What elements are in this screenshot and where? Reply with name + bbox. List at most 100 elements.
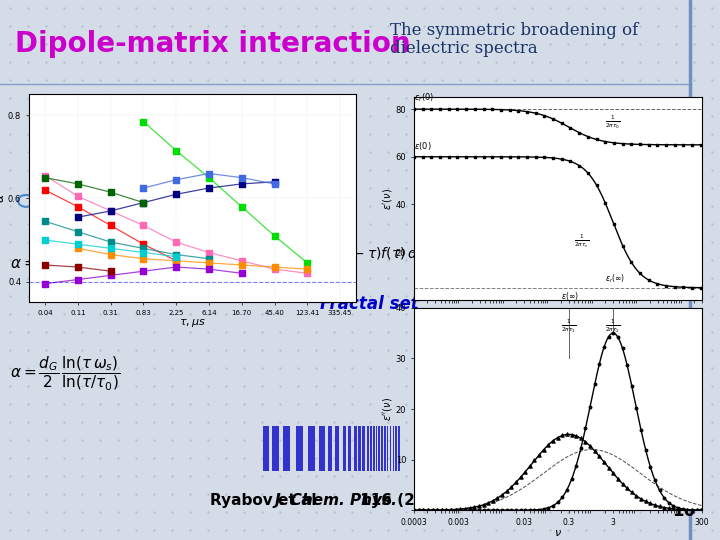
Text: dielectric spectra: dielectric spectra: [390, 40, 538, 57]
Point: [649, 501, 661, 509]
Bar: [359, 426, 361, 471]
Point: [552, 433, 563, 442]
Point: [644, 462, 656, 471]
Point: [171, 252, 182, 261]
Point: [459, 504, 471, 513]
Point: [441, 505, 452, 514]
Point: [640, 497, 652, 506]
Point: [408, 506, 420, 515]
Point: [617, 480, 629, 488]
Text: $\frac{1}{2\pi\tau_c}$: $\frac{1}{2\pi\tau_c}$: [574, 233, 590, 251]
Bar: [328, 426, 333, 471]
Point: [138, 267, 149, 275]
Point: [417, 105, 428, 113]
Point: [302, 259, 313, 267]
Point: [105, 221, 117, 230]
Point: [524, 506, 536, 515]
Point: [478, 506, 490, 515]
Point: [487, 506, 498, 515]
Point: [138, 254, 149, 263]
Point: [72, 263, 84, 272]
Point: [691, 506, 703, 515]
Text: Ryabov et al: Ryabov et al: [210, 493, 322, 508]
Text: 116 (2002) 8611.: 116 (2002) 8611.: [355, 493, 507, 508]
Text: $\alpha = \dfrac{\ln(N)}{\ln(\xi)}$: $\alpha = \dfrac{\ln(N)}{\ln(\xi)}$: [10, 245, 78, 284]
Point: [269, 178, 280, 186]
Point: [530, 109, 541, 118]
Point: [686, 505, 698, 514]
Point: [72, 244, 84, 253]
Point: [585, 402, 596, 411]
Point: [236, 256, 248, 265]
Point: [302, 269, 313, 278]
Point: [236, 202, 248, 211]
Point: [635, 426, 647, 434]
Point: [686, 505, 698, 514]
Point: [459, 506, 471, 515]
Point: [203, 169, 215, 178]
Point: [654, 486, 665, 495]
Bar: [376, 426, 377, 471]
Point: [434, 105, 446, 113]
Point: [40, 235, 51, 244]
Point: [478, 152, 490, 161]
Bar: [370, 426, 372, 471]
Point: [660, 281, 672, 290]
Point: [513, 106, 524, 115]
Point: [519, 468, 531, 476]
Point: [426, 105, 437, 113]
Point: [603, 463, 614, 472]
Text: J. Chem. Phys.: J. Chem. Phys.: [275, 493, 398, 508]
Point: [552, 498, 563, 507]
Point: [105, 207, 117, 215]
Point: [450, 505, 462, 514]
Point: [203, 259, 215, 267]
Bar: [348, 426, 351, 471]
Point: [464, 506, 475, 515]
Point: [504, 106, 516, 114]
Point: [495, 152, 507, 161]
Point: [513, 152, 524, 161]
Point: [585, 442, 596, 450]
Point: [634, 269, 646, 278]
Point: [427, 506, 438, 515]
Bar: [262, 426, 269, 471]
Point: [469, 503, 480, 511]
Point: [591, 181, 603, 190]
Point: [203, 173, 215, 182]
Point: [652, 279, 663, 288]
Point: [621, 484, 633, 492]
X-axis label: $\nu$: $\nu$: [554, 528, 562, 538]
Point: [659, 503, 670, 512]
Y-axis label: $\varepsilon'(\nu)$: $\varepsilon'(\nu)$: [382, 187, 395, 210]
Point: [547, 114, 559, 123]
Point: [677, 505, 688, 514]
Point: [672, 503, 684, 512]
Point: [617, 344, 629, 353]
Point: [269, 180, 280, 188]
Point: [501, 506, 513, 515]
Point: [547, 436, 559, 445]
Point: [539, 111, 550, 120]
Point: [649, 476, 661, 484]
Text: $\dfrac{d}{dt}f(t) = -\int_0^t M(t-\tau)f(\tau)\,d\tau$: $\dfrac{d}{dt}f(t) = -\int_0^t M(t-\tau)…: [240, 238, 426, 271]
Point: [40, 261, 51, 269]
Point: [543, 441, 554, 449]
Point: [72, 240, 84, 248]
Point: [171, 263, 182, 272]
Point: [171, 250, 182, 259]
Point: [598, 458, 610, 467]
Point: [203, 248, 215, 257]
Point: [171, 238, 182, 246]
Point: [72, 227, 84, 236]
Point: [631, 404, 642, 413]
Point: [534, 505, 545, 514]
Point: [575, 434, 587, 443]
Point: [451, 152, 463, 161]
Point: [269, 265, 280, 273]
Point: [612, 474, 624, 483]
Point: [667, 502, 679, 510]
Point: [413, 506, 424, 515]
Text: $\frac{1}{2\pi\tau_0}$: $\frac{1}{2\pi\tau_0}$: [606, 114, 621, 131]
Point: [426, 152, 437, 161]
